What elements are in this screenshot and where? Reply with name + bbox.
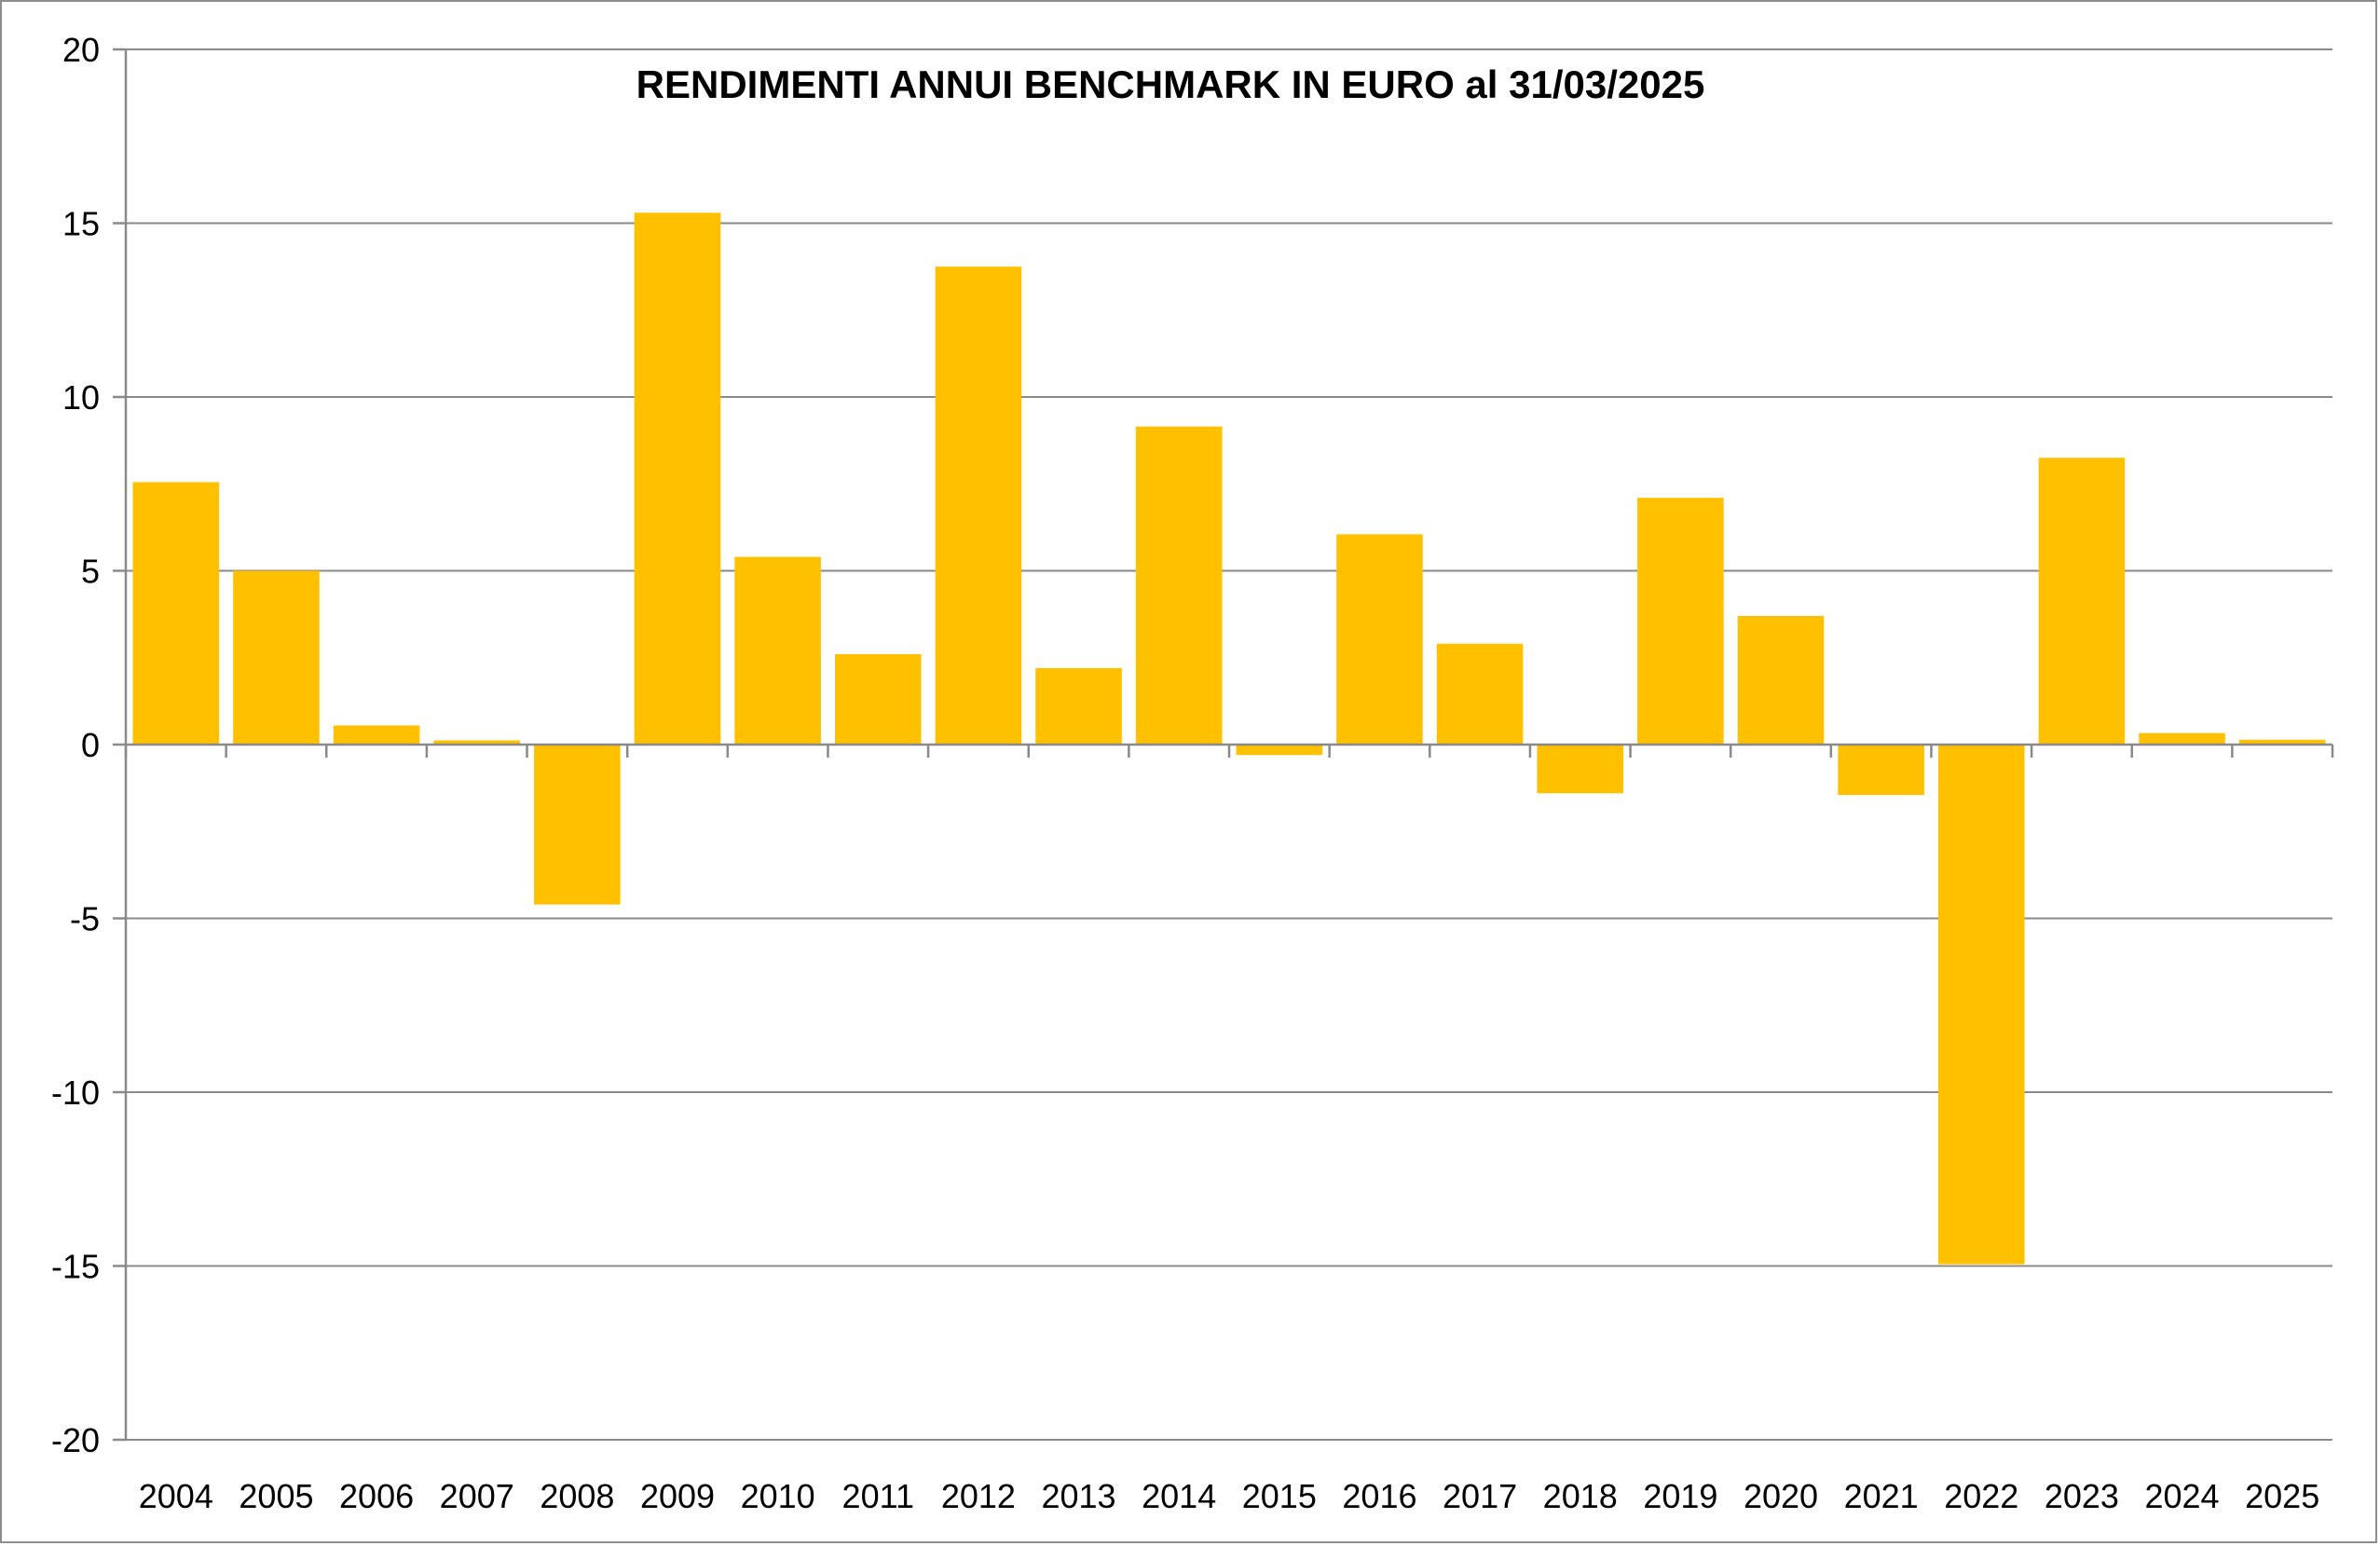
y-tick-label: 0	[81, 726, 100, 764]
x-tick-label-2022: 2022	[1944, 1477, 2018, 1515]
bar-2021	[1838, 745, 1924, 796]
x-tick-label-2021: 2021	[1844, 1477, 1919, 1515]
x-tick-label-2012: 2012	[941, 1477, 1016, 1515]
x-tick-label-2008: 2008	[540, 1477, 614, 1515]
y-tick-label: 10	[62, 378, 100, 417]
y-tick-label: -15	[51, 1248, 100, 1286]
x-tick-label-2014: 2014	[1142, 1477, 1216, 1515]
bar-2008	[534, 745, 621, 905]
x-tick-label-2011: 2011	[842, 1477, 914, 1515]
bar-2004	[132, 482, 220, 745]
x-tick-label-2016: 2016	[1342, 1477, 1416, 1515]
bar-2024	[2139, 732, 2225, 745]
bar-2016	[1336, 534, 1423, 745]
bar-2025	[2238, 739, 2326, 745]
axes	[113, 48, 2334, 1442]
y-tick-label: -20	[51, 1421, 100, 1459]
x-tick-label-2019: 2019	[1643, 1477, 1717, 1515]
y-tick-label: -10	[51, 1074, 100, 1112]
x-tick-label-2004: 2004	[139, 1477, 213, 1515]
x-tick-labels: 2004 2005 2006 2007 2008 2009 2010 2011 2012 2013…	[139, 1477, 2319, 1515]
x-tick-label-2020: 2020	[1744, 1477, 1818, 1515]
bar-2018	[1537, 745, 1624, 794]
x-tick-label-2017: 2017	[1443, 1477, 1517, 1515]
x-tick-label-2007: 2007	[440, 1477, 514, 1515]
y-tick-label: 20	[62, 31, 100, 69]
x-tick-label-2006: 2006	[339, 1477, 414, 1515]
x-tick-label-2009: 2009	[640, 1477, 715, 1515]
bar-2010	[734, 556, 821, 745]
y-tick-labels: 20 15 10 5 0 -5 -10 -15 -20	[51, 31, 100, 1459]
bar-2015	[1236, 745, 1323, 756]
x-tick-label-2010: 2010	[741, 1477, 815, 1515]
bar-2011	[834, 654, 922, 745]
bar-2005	[233, 570, 320, 745]
bar-2019	[1637, 498, 1724, 745]
chart-title: RENDIMENTI ANNUI BENCHMARK IN EURO al 31…	[636, 62, 1705, 106]
bar-2013	[1035, 667, 1122, 745]
y-tick-label: 15	[62, 205, 100, 243]
bar-2020	[1737, 615, 1825, 745]
bar-2023	[2038, 458, 2126, 745]
bar-2006	[333, 725, 420, 745]
x-tick-label-2025: 2025	[2245, 1477, 2319, 1515]
bar-2022	[1937, 745, 2025, 1265]
gridlines	[126, 48, 2332, 1441]
bar-2014	[1135, 426, 1223, 745]
bar-2012	[935, 267, 1022, 745]
x-tick-label-2018: 2018	[1543, 1477, 1618, 1515]
x-tick-label-2013: 2013	[1041, 1477, 1115, 1515]
bar-2009	[634, 212, 721, 745]
bars	[132, 212, 2326, 1265]
x-tick-label-2015: 2015	[1242, 1477, 1317, 1515]
y-tick-label: -5	[70, 900, 100, 938]
bar-2007	[433, 740, 521, 745]
x-tick-label-2023: 2023	[2045, 1477, 2119, 1515]
x-tick-label-2005: 2005	[239, 1477, 313, 1515]
x-tick-label-2024: 2024	[2144, 1477, 2219, 1515]
y-tick-label: 5	[81, 553, 100, 591]
bar-2017	[1436, 643, 1524, 745]
